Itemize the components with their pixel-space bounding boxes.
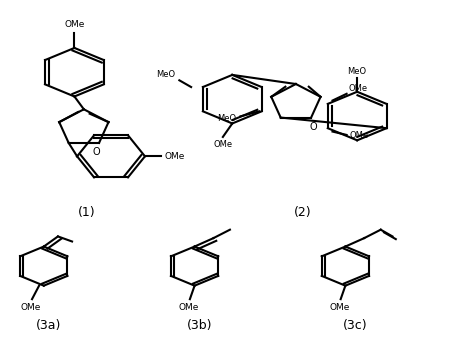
Text: OMe: OMe <box>165 152 185 161</box>
Text: (3b): (3b) <box>187 319 212 332</box>
Text: MeO: MeO <box>347 67 367 75</box>
Text: (3a): (3a) <box>36 319 61 332</box>
Text: OMe: OMe <box>349 131 369 140</box>
Text: OMe: OMe <box>213 140 232 149</box>
Text: OMe: OMe <box>64 20 85 29</box>
Text: OMe: OMe <box>349 84 368 93</box>
Text: MeO: MeO <box>218 114 237 122</box>
Text: OMe: OMe <box>329 303 349 311</box>
Text: MeO: MeO <box>156 70 175 79</box>
Text: O: O <box>93 147 100 157</box>
Text: (2): (2) <box>294 206 312 219</box>
Text: (3c): (3c) <box>343 319 367 332</box>
Text: (1): (1) <box>77 206 95 219</box>
Text: O: O <box>310 122 317 132</box>
Text: OMe: OMe <box>178 303 199 311</box>
Text: OMe: OMe <box>20 303 41 311</box>
